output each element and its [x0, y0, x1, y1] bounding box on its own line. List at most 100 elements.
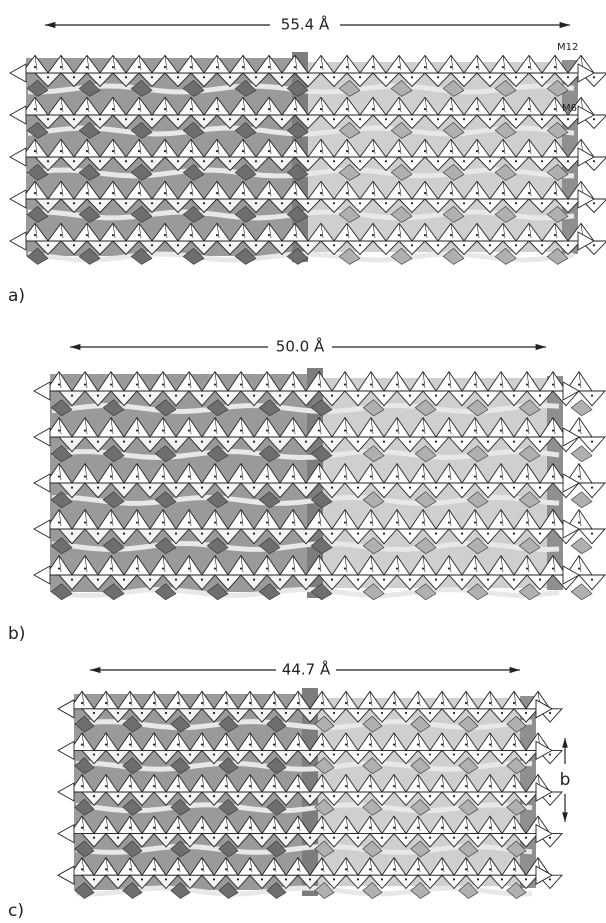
tetrahedron	[10, 64, 26, 82]
atom	[281, 202, 283, 204]
atom	[474, 475, 476, 477]
atom	[474, 383, 476, 385]
atom	[71, 441, 73, 443]
atom	[153, 868, 155, 870]
atom	[292, 475, 294, 477]
atom	[502, 234, 504, 236]
tetrahedron	[10, 232, 26, 250]
atom	[513, 868, 515, 870]
atom	[177, 160, 179, 162]
atom	[240, 429, 242, 431]
atom	[60, 66, 62, 68]
atom	[385, 118, 387, 120]
atom	[463, 160, 465, 162]
atom	[321, 868, 323, 870]
atom	[369, 785, 371, 787]
atom	[333, 837, 335, 839]
atom	[105, 785, 107, 787]
atom	[578, 567, 580, 569]
atom	[591, 533, 593, 535]
atom	[477, 837, 479, 839]
atom	[214, 567, 216, 569]
atom	[188, 429, 190, 431]
atom	[190, 192, 192, 194]
atom	[294, 192, 296, 194]
atom	[86, 234, 88, 236]
atom	[465, 743, 467, 745]
atom	[448, 567, 450, 569]
atom	[279, 579, 281, 581]
atom	[273, 868, 275, 870]
atom	[279, 441, 281, 443]
atom	[309, 878, 311, 880]
atom	[474, 521, 476, 523]
atom	[318, 429, 320, 431]
atom	[285, 753, 287, 755]
atom	[229, 202, 231, 204]
atom	[203, 160, 205, 162]
atom	[501, 837, 503, 839]
atom	[567, 76, 569, 78]
atom	[136, 521, 138, 523]
atom	[60, 234, 62, 236]
atom	[73, 244, 75, 246]
atom	[370, 429, 372, 431]
atom	[346, 150, 348, 152]
atom	[149, 395, 151, 397]
atom	[417, 868, 419, 870]
atom	[60, 192, 62, 194]
atom	[359, 202, 361, 204]
atom	[502, 66, 504, 68]
atom	[81, 743, 83, 745]
atom	[372, 66, 374, 68]
atom	[489, 827, 491, 829]
atom	[149, 579, 151, 581]
site-label: M6	[562, 103, 577, 114]
atom	[461, 579, 463, 581]
atom	[461, 395, 463, 397]
atom	[357, 395, 359, 397]
atom	[359, 244, 361, 246]
atom	[381, 795, 383, 797]
tetrahedron	[34, 566, 50, 584]
atom	[149, 441, 151, 443]
atom	[58, 475, 60, 477]
atom	[333, 795, 335, 797]
atom	[73, 76, 75, 78]
atom	[528, 192, 530, 194]
atom	[591, 441, 593, 443]
atom	[591, 579, 593, 581]
atom	[320, 108, 322, 110]
atom	[453, 878, 455, 880]
atom	[81, 827, 83, 829]
atom	[405, 753, 407, 755]
atom	[333, 76, 335, 78]
atom	[422, 521, 424, 523]
atom	[525, 837, 527, 839]
atom	[105, 868, 107, 870]
atom	[552, 475, 554, 477]
atom	[429, 712, 431, 714]
atom	[396, 567, 398, 569]
atom	[333, 118, 335, 120]
atom	[136, 383, 138, 385]
atom	[297, 785, 299, 787]
page: 55.4 Å M12 M6 a) 50.0 Å b) 44.7 Å b c) (…	[0, 0, 606, 923]
atom	[372, 108, 374, 110]
site-label: M12	[557, 42, 578, 53]
atom	[372, 150, 374, 152]
atom	[242, 150, 244, 152]
atom	[73, 202, 75, 204]
atom	[357, 795, 359, 797]
atom	[105, 702, 107, 704]
atom	[357, 579, 359, 581]
atom	[268, 66, 270, 68]
atom	[539, 487, 541, 489]
atom	[398, 66, 400, 68]
atom	[331, 395, 333, 397]
dimension-label: 50.0 Å	[276, 337, 325, 356]
atom	[216, 150, 218, 152]
atom	[240, 383, 242, 385]
atom	[151, 118, 153, 120]
atom	[189, 837, 191, 839]
